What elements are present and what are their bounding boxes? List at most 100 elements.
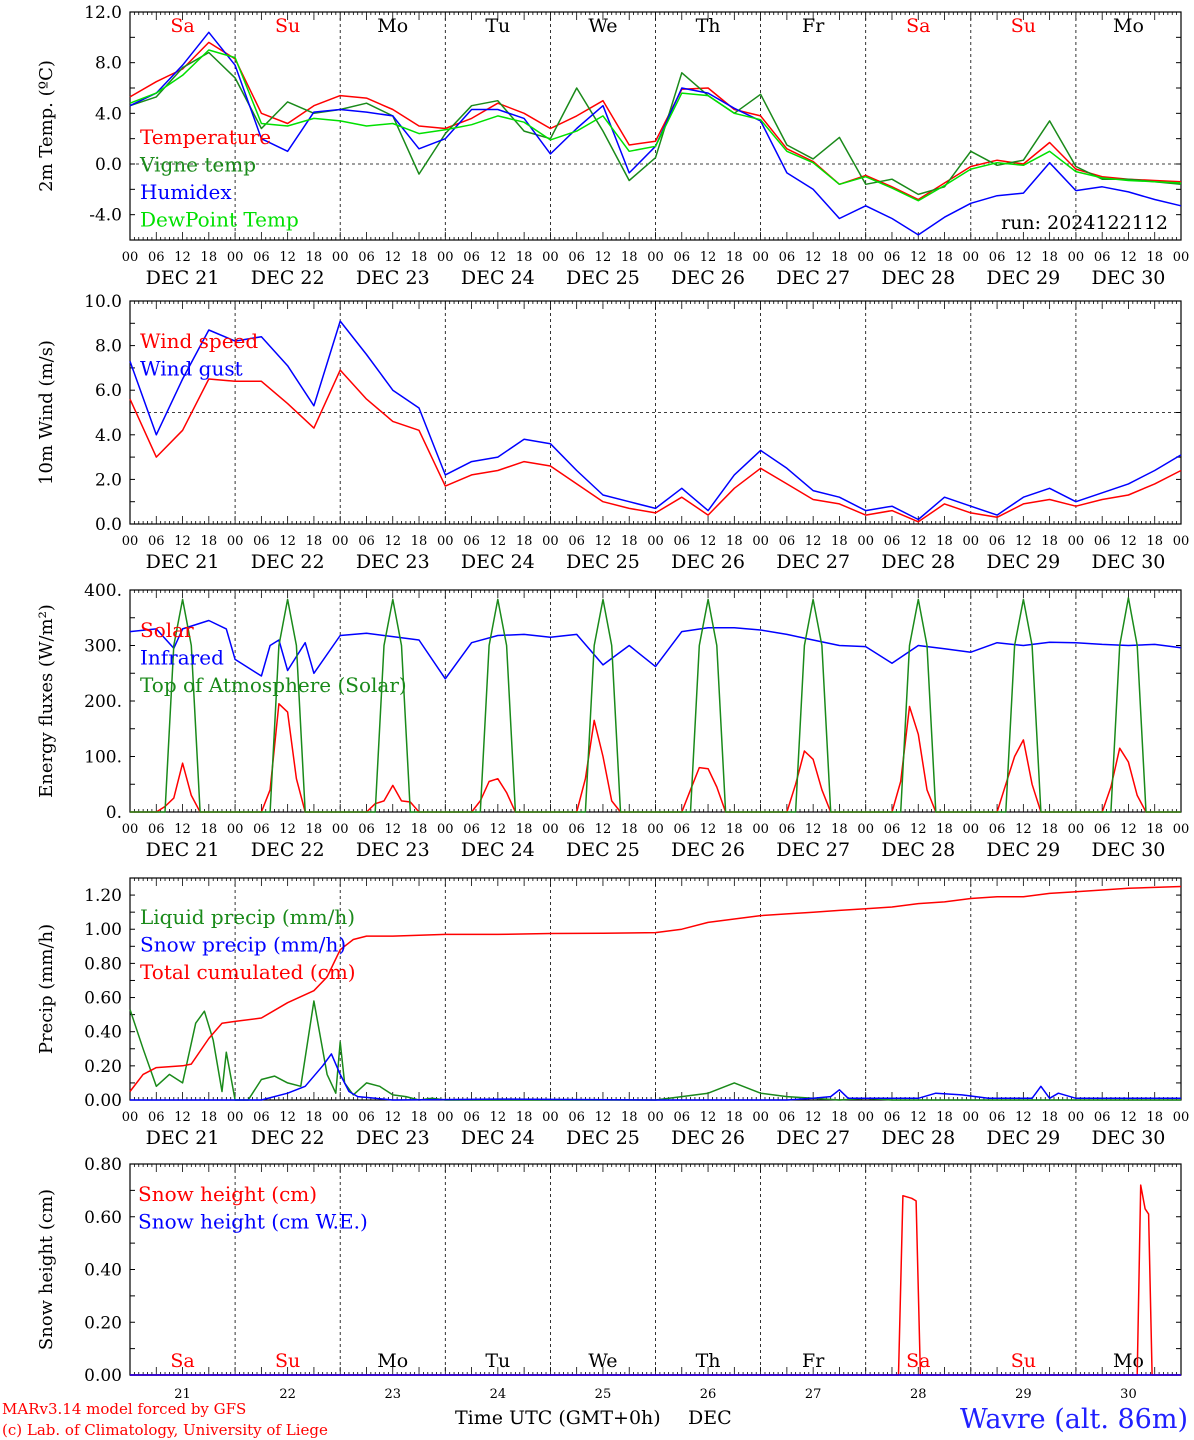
precip-hour-tick-label: 18 [936, 1110, 953, 1125]
energy-hour-tick-label: 12 [279, 822, 296, 837]
precip-legend-entry: Total cumulated (cm) [140, 960, 356, 984]
energy-hour-tick-label: 12 [910, 822, 927, 837]
wind-hour-tick-label: 18 [1146, 534, 1163, 549]
temp-hour-tick-label: 18 [201, 250, 218, 265]
wind-hour-tick-label: 12 [910, 534, 927, 549]
wind-ylabel: 10m Wind (m/s) [36, 340, 57, 485]
wind-series-line-1 [129, 320, 1182, 521]
day-number-label: 23 [384, 1387, 401, 1402]
wind-date-label: DEC 24 [461, 551, 535, 573]
wind-hour-tick-label: 12 [595, 534, 612, 549]
temp-hour-tick-label: 18 [516, 250, 533, 265]
wind-hour-tick-label: 00 [437, 534, 454, 549]
snow-ytick-label: 0.60 [84, 1208, 122, 1228]
energy-ytick-label: 100. [84, 748, 122, 768]
precip-ytick-label: 1.20 [84, 886, 122, 906]
temp-hour-tick-label: 18 [1146, 250, 1163, 265]
energy-hour-tick-label: 18 [306, 822, 323, 837]
energy-date-label: DEC 22 [251, 839, 325, 861]
precip-hour-tick-label: 12 [1015, 1110, 1032, 1125]
precip-date-label: DEC 29 [986, 1127, 1060, 1149]
precip-hour-tick-label: 00 [857, 1110, 874, 1125]
precip-date-label: DEC 24 [461, 1127, 535, 1149]
temp-weekday-label: Su [1011, 15, 1036, 37]
precip-ytick-label: 0.80 [84, 954, 122, 974]
precip-hour-tick-label: 18 [411, 1110, 428, 1125]
wind-ytick-label: 0.0 [95, 515, 122, 535]
energy-ylabel: Energy fluxes (W/m²) [36, 604, 57, 798]
wind-hour-tick-label: 12 [1120, 534, 1137, 549]
temp-hour-tick-label: 12 [279, 250, 296, 265]
precip-date-label: DEC 27 [776, 1127, 850, 1149]
energy-date-label: DEC 28 [881, 839, 955, 861]
energy-hour-tick-label: 12 [1120, 822, 1137, 837]
wind-hour-tick-label: 18 [516, 534, 533, 549]
day-number-label: 22 [279, 1387, 296, 1402]
temp-legend-entry: Humidex [140, 180, 232, 204]
temp-date-label: DEC 24 [461, 267, 535, 289]
energy-hour-tick-label: 06 [989, 822, 1006, 837]
wind-date-label: DEC 28 [881, 551, 955, 573]
energy-hour-tick-label: 12 [595, 822, 612, 837]
snow-ylabel: Snow height (cm) [36, 1189, 57, 1350]
wind-hour-tick-label: 06 [568, 534, 585, 549]
energy-date-label: DEC 21 [146, 839, 220, 861]
precip-legend-entry: Snow precip (mm/h) [140, 933, 346, 957]
precip-hour-tick-label: 06 [148, 1110, 165, 1125]
energy-ytick-label: 200. [84, 692, 122, 712]
energy-date-label: DEC 29 [986, 839, 1060, 861]
temp-weekday-label: Th [696, 15, 721, 37]
precip-hour-tick-label: 12 [174, 1110, 191, 1125]
wind-hour-tick-label: 06 [674, 534, 691, 549]
precip-hour-tick-label: 00 [332, 1110, 349, 1125]
energy-hour-tick-label: 06 [253, 822, 270, 837]
temp-hour-tick-label: 00 [332, 250, 349, 265]
precip-hour-tick-label: 00 [1068, 1110, 1085, 1125]
temp-hour-tick-label: 12 [910, 250, 927, 265]
wind-hour-tick-label: 12 [700, 534, 717, 549]
wind-hour-tick-label: 12 [174, 534, 191, 549]
snow-weekday-label: We [588, 1350, 617, 1372]
precip-hour-tick-label: 00 [437, 1110, 454, 1125]
wind-panel: 0.0 2.0 4.0 6.0 8.0 10.0 10m Wind (m/s) 00 06 12 1… [36, 292, 1189, 573]
precip-series-line-2 [129, 885, 1182, 1092]
energy-legend-entry: Solar [140, 618, 194, 642]
wind-hour-tick-label: 18 [411, 534, 428, 549]
precip-hour-tick-label: 06 [884, 1110, 901, 1125]
temp-weekday-label: We [588, 15, 617, 37]
wind-date-label: DEC 25 [566, 551, 640, 573]
precip-date-label: DEC 30 [1092, 1127, 1166, 1149]
precip-date-label: DEC 21 [146, 1127, 220, 1149]
energy-date-label: DEC 24 [461, 839, 535, 861]
precip-hour-tick-label: 06 [1094, 1110, 1111, 1125]
snow-weekday-label: Sa [906, 1350, 930, 1372]
precip-hour-tick-label: 00 [1173, 1110, 1190, 1125]
temp-date-label: DEC 25 [566, 267, 640, 289]
precip-hour-tick-label: 00 [752, 1110, 769, 1125]
credit-line-2: (c) Lab. of Climatology, University of L… [2, 1421, 328, 1439]
wind-hour-tick-label: 00 [647, 534, 664, 549]
energy-hour-tick-label: 06 [1094, 822, 1111, 837]
snow-weekday-label: Mo [377, 1350, 408, 1372]
temp-hour-tick-label: 12 [490, 250, 507, 265]
energy-hour-tick-label: 00 [857, 822, 874, 837]
temp-hour-tick-label: 00 [857, 250, 874, 265]
precip-hour-tick-label: 18 [831, 1110, 848, 1125]
energy-date-label: DEC 30 [1092, 839, 1166, 861]
temp-weekday-label: Mo [377, 15, 408, 37]
day-number-label: 28 [910, 1387, 927, 1402]
wind-hour-tick-label: 18 [1041, 534, 1058, 549]
wind-date-label: DEC 22 [251, 551, 325, 573]
wind-hour-tick-label: 00 [963, 534, 980, 549]
precip-hour-tick-label: 12 [1120, 1110, 1137, 1125]
temp-hour-tick-label: 18 [936, 250, 953, 265]
x-axis-label: Time UTC (GMT+0h) [455, 1407, 661, 1429]
energy-date-label: DEC 23 [356, 839, 430, 861]
wind-hour-tick-label: 12 [384, 534, 401, 549]
temp-hour-tick-label: 00 [542, 250, 559, 265]
precip-date-label: DEC 26 [671, 1127, 745, 1149]
snow-weekday-label: Su [1011, 1350, 1036, 1372]
precip-hour-tick-label: 00 [963, 1110, 980, 1125]
wind-ytick-label: 2.0 [95, 470, 122, 490]
